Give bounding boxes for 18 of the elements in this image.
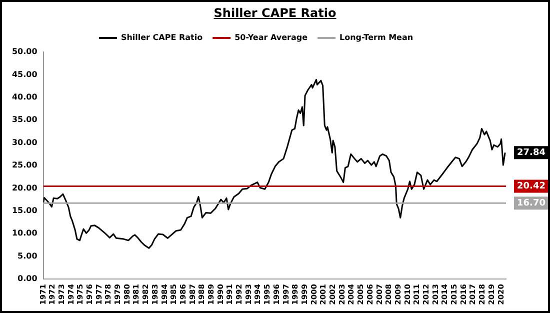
y-tick-label: 20.00	[12, 183, 38, 192]
y-tick-label: 30.00	[12, 138, 38, 147]
y-tick-label: 15.00	[12, 206, 38, 215]
chart-title: Shiller CAPE Ratio	[212, 5, 338, 22]
text: 27.84	[517, 148, 546, 158]
y-tick-label: 25.00	[12, 160, 38, 170]
y-tick-label: 35.00	[12, 115, 38, 124]
legend-label: Shiller CAPE Ratio	[120, 33, 204, 42]
y-tick-label: 50.00	[12, 47, 38, 56]
y-tick-label: 45.00	[12, 70, 38, 79]
y-tick-label: 5.00	[18, 251, 38, 260]
text: 20.42	[517, 182, 546, 192]
text: 16.70	[517, 198, 546, 209]
legend-label: 50-Year Average	[234, 33, 308, 42]
legend-label: Long-Term Mean	[340, 33, 414, 42]
y-tick-label: 40.00	[12, 92, 38, 102]
y-tick-label: 0.00	[18, 274, 38, 284]
y-tick-label: 10.00	[12, 228, 38, 238]
